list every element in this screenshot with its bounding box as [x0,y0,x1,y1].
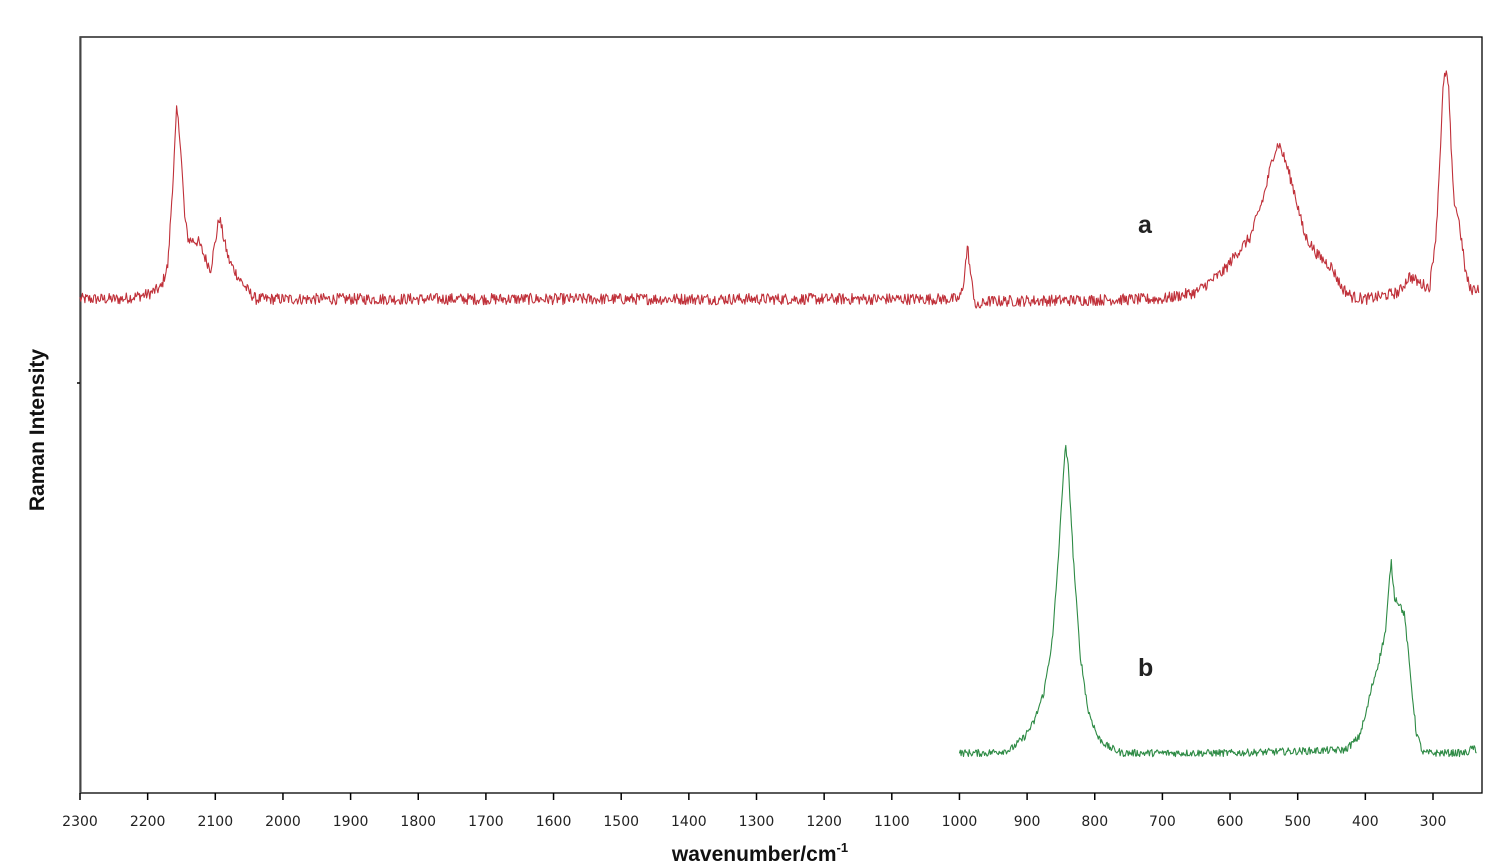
x-tick-label: 1700 [468,814,504,830]
x-axis-title: wavenumber/cm-1 [671,840,848,861]
x-tick-label: 1800 [400,814,436,830]
plot-frame [79,36,1483,794]
x-tick-label: 400 [1352,814,1379,830]
trace-label-b: b [1138,654,1153,682]
y-axis-title: Raman Intensity [26,349,49,512]
spectrum-trace-a [79,70,1480,309]
x-tick-label: 700 [1149,814,1176,830]
x-tick-label: 2000 [265,814,301,830]
x-tick-label: 1000 [942,814,978,830]
x-axis-title-superscript: -1 [837,840,849,855]
x-tick-label: 2300 [62,814,98,830]
x-tick-label: 1400 [671,814,707,830]
x-tick-label: 1100 [874,814,910,830]
x-tick-label: 500 [1284,814,1311,830]
x-tick-label: 2200 [130,814,166,830]
x-tick-label: 2100 [197,814,233,830]
x-axis-ticks: 2300 2200 2100 2000 1900 1800 1700 1600 1500 1400… [62,793,1446,830]
x-tick-label: 1900 [333,814,369,830]
x-axis-title-base: wavenumber/cm [671,843,837,861]
x-tick-label: 1200 [806,814,842,830]
x-tick-label: 1500 [603,814,639,830]
x-tick-label: 1600 [536,814,572,830]
x-tick-label: 1300 [739,814,775,830]
x-tick-label: 800 [1081,814,1108,830]
x-tick-label: 600 [1217,814,1244,830]
spectrum-traces [79,70,1480,758]
trace-label-a: a [1138,211,1153,239]
spectrum-trace-b [958,444,1477,758]
x-tick-label: 300 [1420,814,1447,830]
x-tick-label: 900 [1014,814,1041,830]
